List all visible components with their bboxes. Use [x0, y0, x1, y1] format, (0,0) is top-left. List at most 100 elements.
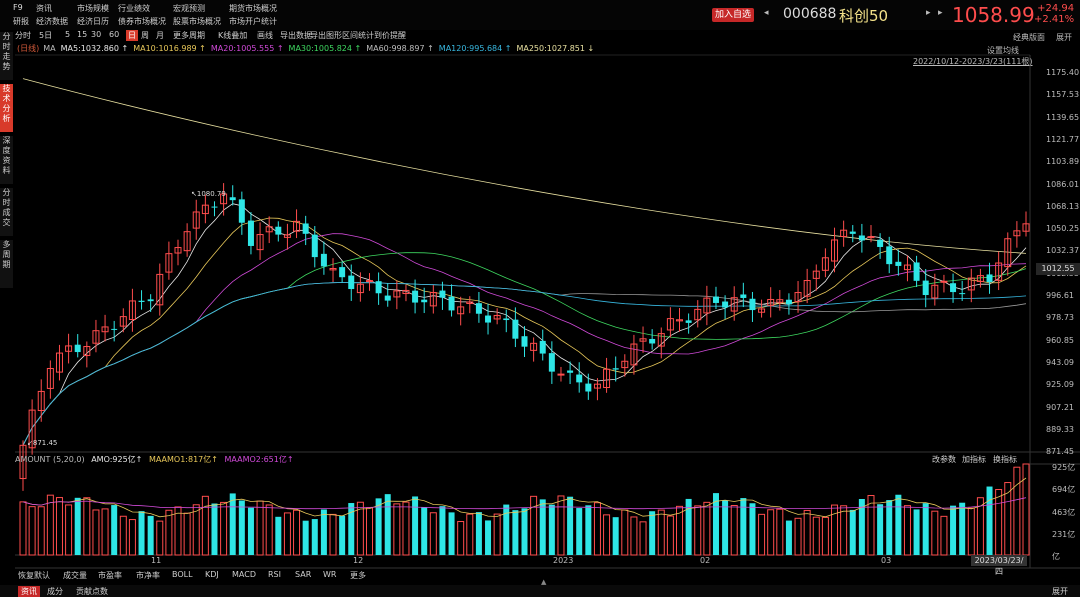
volume-bar [402, 501, 410, 556]
menu-item[interactable]: 期货市场概况 [229, 4, 277, 13]
candle-body [1022, 223, 1030, 232]
sidebar-tab[interactable]: 分时成交 [0, 188, 13, 236]
next-stock-alt-icon[interactable]: ▸ [938, 8, 943, 18]
ma-settings-link[interactable]: 设置均线 [987, 46, 1019, 55]
bottom-tab[interactable]: 资讯 [18, 586, 40, 597]
menu-item[interactable]: 市场规模 [77, 4, 109, 13]
indicator-tab[interactable]: RSI [268, 570, 281, 579]
toolbar-item[interactable]: 日 [126, 30, 138, 41]
volume-bar [466, 513, 474, 556]
menu-item[interactable]: 宏观预测 [173, 4, 205, 13]
candle-body [329, 268, 337, 271]
menu-item[interactable]: 研报 [13, 17, 29, 26]
volume-button[interactable]: 换指标 [993, 455, 1017, 464]
candle-body [886, 246, 893, 265]
toolbar-item[interactable]: 到价提醒 [374, 31, 406, 40]
volume-bar [895, 494, 902, 555]
candle-body [503, 318, 510, 321]
sidebar-tab[interactable]: 多周期 [0, 240, 13, 288]
candle-body [101, 326, 109, 333]
menu-item[interactable]: 股票市场概况 [173, 17, 221, 26]
menu-item[interactable]: 资讯 [36, 4, 52, 13]
indicator-tab[interactable]: 恢复默认 [18, 571, 50, 580]
candle-body [612, 368, 619, 370]
candle-body [812, 270, 820, 279]
indicator-tab[interactable]: BOLL [172, 570, 193, 579]
toolbar-item[interactable]: 导出数据 [280, 31, 312, 40]
candle-body [421, 299, 428, 303]
volume-bar [238, 500, 245, 555]
classic-layout-link[interactable]: 经典版面 [1013, 33, 1045, 42]
volume-bar [174, 506, 182, 556]
toolbar-item[interactable]: 导出图形 [310, 31, 342, 40]
toolbar-item[interactable]: 画线 [257, 31, 273, 40]
price-tick: 889.33 [1046, 424, 1074, 434]
indicator-tab[interactable]: MACD [232, 570, 256, 579]
candle-body [46, 367, 54, 389]
volume-tick: 925亿 [1052, 463, 1076, 472]
last-date-marker: 2023/03/23/四 [971, 555, 1027, 576]
toolbar-item[interactable]: 30 [91, 30, 102, 39]
indicator-tab[interactable]: KDJ [205, 570, 219, 579]
current-price-marker: 1012.55 [1036, 263, 1080, 275]
candle-body [448, 296, 455, 311]
candle-body [348, 275, 355, 290]
candle-body [485, 315, 492, 323]
sidebar-tab[interactable]: 分时走势 [0, 32, 13, 80]
toolbar-item[interactable]: 月 [156, 31, 164, 40]
toolbar-item[interactable]: 15 [77, 30, 88, 39]
volume-button[interactable]: 加指标 [962, 455, 986, 464]
bottom-tab[interactable]: 贡献点数 [76, 587, 108, 596]
volume-button[interactable]: 改参数 [932, 455, 956, 464]
menu-item[interactable]: 债券市场概况 [118, 17, 166, 26]
volume-bar [849, 509, 856, 555]
menu-item[interactable]: 行业绩效 [118, 4, 150, 13]
indicator-tab[interactable]: 市净率 [136, 571, 160, 580]
indicator-tab[interactable]: 市盈率 [98, 571, 122, 580]
bottom-bar [0, 585, 1080, 597]
menu-item[interactable]: 经济数据 [36, 17, 68, 26]
candle-body [19, 444, 27, 480]
volume-bar [256, 500, 264, 556]
candle-body [119, 316, 127, 327]
indicator-tab[interactable]: 成交量 [63, 571, 87, 580]
next-stock-icon[interactable]: ▸ [926, 8, 931, 18]
menu-item[interactable]: 经济日历 [77, 17, 109, 26]
add-watchlist-button[interactable]: 加入自选 [712, 8, 754, 22]
menu-item[interactable]: 市场开户统计 [229, 17, 277, 26]
candle-body [877, 239, 884, 247]
toolbar-item[interactable]: 区间统计 [342, 31, 374, 40]
toolbar-item[interactable]: 60 [109, 30, 120, 39]
candle-body [356, 283, 364, 294]
indicator-tab[interactable]: 更多 [350, 571, 366, 580]
volume-bar [1022, 463, 1030, 556]
toolbar-item[interactable]: 周 [141, 31, 149, 40]
volume-bar [821, 516, 829, 556]
candle-body [922, 280, 929, 296]
indicator-tab[interactable]: WR [323, 570, 337, 579]
collapse-arrow-icon[interactable]: ▲ [541, 578, 547, 586]
sidebar-tab[interactable]: 技术分析 [0, 84, 13, 132]
toolbar-item[interactable]: 更多周期 [173, 31, 205, 40]
candle-body [1004, 238, 1012, 268]
bottom-tab[interactable]: 成分 [47, 587, 63, 596]
toolbar-item[interactable]: 5 [65, 30, 71, 39]
prev-stock-icon[interactable]: ◂ [764, 8, 769, 18]
bottom-expand-link[interactable]: 展开 [1052, 587, 1068, 596]
candle-body [940, 280, 948, 283]
toolbar-item[interactable]: 分时 [15, 31, 31, 40]
candle-body [192, 211, 200, 229]
candle-body [530, 342, 538, 351]
sidebar-tab[interactable]: 深度资料 [0, 136, 13, 184]
price-tick: 1139.65 [1046, 112, 1080, 122]
toolbar-item[interactable]: 5日 [39, 31, 53, 40]
volume-bar [92, 509, 100, 556]
expand-link[interactable]: 展开 [1056, 33, 1072, 42]
indicator-tab[interactable]: SAR [295, 570, 312, 579]
toolbar-item[interactable]: K线叠加 [218, 31, 248, 40]
volume-bar [493, 513, 501, 556]
change-percent: +2.41% [1034, 14, 1075, 25]
volume-bar [931, 510, 939, 556]
volume-bar [995, 489, 1003, 556]
